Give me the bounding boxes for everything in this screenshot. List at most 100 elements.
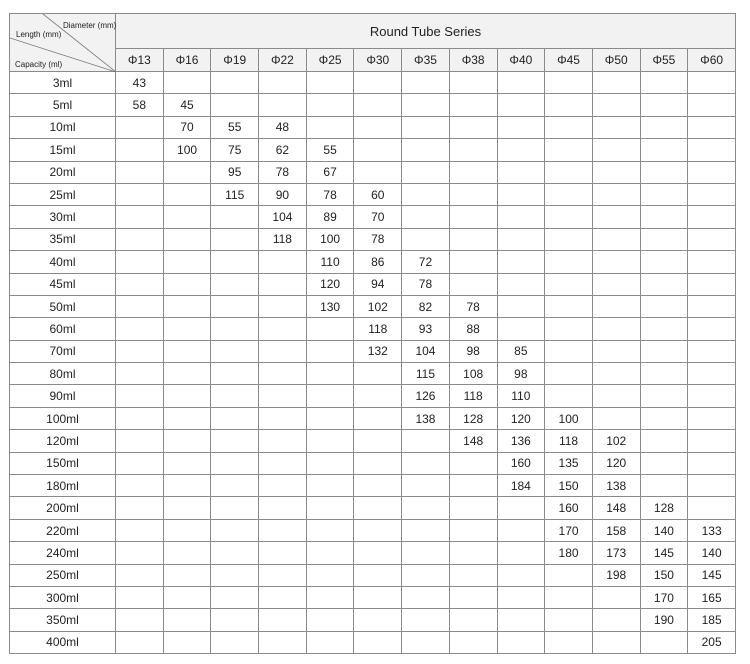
length-cell — [115, 518, 164, 543]
length-cell — [448, 160, 498, 184]
length-cell — [210, 608, 260, 632]
length-cell — [162, 317, 212, 341]
length-cell — [496, 182, 546, 207]
length-cell — [496, 227, 546, 252]
length-cell — [687, 294, 736, 319]
length-cell — [115, 339, 164, 364]
length-cell: 72 — [401, 250, 450, 274]
length-cell: 165 — [687, 585, 736, 610]
length-cell — [591, 227, 641, 252]
length-cell — [687, 496, 736, 520]
diameter-label: Diameter (mm) — [63, 21, 117, 30]
length-cell — [115, 317, 164, 341]
table-row: 30ml 104 89 70 — [9, 205, 736, 229]
length-cell — [305, 541, 355, 565]
length-cell — [115, 272, 164, 296]
length-cell — [687, 250, 736, 274]
length-cell — [639, 384, 689, 408]
length-cell: 100 — [162, 138, 212, 162]
length-cell: 148 — [448, 429, 498, 453]
length-cell: 75 — [210, 138, 260, 162]
length-cell — [639, 451, 689, 476]
length-cell — [687, 205, 736, 229]
length-cell — [162, 429, 212, 453]
length-cell: 148 — [591, 496, 641, 520]
length-cell — [115, 384, 164, 408]
table-row: 80ml 115 108 98 — [9, 362, 736, 386]
capacity-cell: 40ml — [9, 250, 116, 274]
table-row: 70ml 132 104 98 85 — [9, 339, 736, 364]
length-cell — [305, 474, 355, 498]
length-cell — [448, 115, 498, 140]
length-cell — [448, 451, 498, 476]
length-cell — [305, 563, 355, 587]
length-cell — [639, 115, 689, 140]
length-cell — [544, 384, 593, 408]
length-cell — [591, 317, 641, 341]
length-cell — [162, 250, 212, 274]
length-cell — [353, 362, 403, 386]
length-cell — [401, 563, 450, 587]
length-cell — [496, 272, 546, 296]
diameter-header: Φ38 — [448, 48, 498, 72]
length-cell: 98 — [496, 362, 546, 386]
length-cell — [305, 429, 355, 453]
length-cell: 78 — [401, 272, 450, 296]
length-cell: 145 — [639, 541, 689, 565]
length-cell: 120 — [496, 406, 546, 431]
length-cell — [353, 496, 403, 520]
diameter-header: Φ60 — [687, 48, 736, 72]
length-cell — [210, 362, 260, 386]
length-cell — [448, 608, 498, 632]
table-row: 240ml 180 173 145 140 — [9, 541, 736, 565]
diameter-header: Φ35 — [401, 48, 450, 72]
length-cell — [115, 406, 164, 431]
length-cell — [639, 362, 689, 386]
length-cell — [210, 406, 260, 431]
table-row: 150ml 160 135 120 — [9, 451, 736, 476]
length-cell — [210, 227, 260, 252]
length-cell — [687, 70, 736, 95]
capacity-cell: 60ml — [9, 317, 116, 341]
length-cell — [162, 70, 212, 95]
length-cell — [353, 541, 403, 565]
length-cell — [544, 205, 593, 229]
length-cell — [687, 272, 736, 296]
length-cell — [258, 496, 307, 520]
length-cell: 70 — [353, 205, 403, 229]
length-cell — [305, 608, 355, 632]
length-cell — [687, 138, 736, 162]
length-cell — [591, 182, 641, 207]
length-cell — [401, 518, 450, 543]
capacity-cell: 240ml — [9, 541, 116, 565]
length-cell — [591, 138, 641, 162]
length-cell — [353, 518, 403, 543]
length-cell: 130 — [305, 294, 355, 319]
diameter-header: Φ16 — [162, 48, 212, 72]
length-cell: 120 — [591, 451, 641, 476]
length-cell — [258, 294, 307, 319]
length-cell: 184 — [496, 474, 546, 498]
length-cell — [258, 317, 307, 341]
capacity-label: Capacity (ml) — [15, 60, 63, 69]
length-cell — [353, 451, 403, 476]
length-cell — [210, 541, 260, 565]
length-cell — [353, 630, 403, 655]
length-cell — [591, 608, 641, 632]
table-body: 3ml 43 5ml 58 45 10ml 70 55 48 15ml 100 75 62 55 20ml 9… — [9, 70, 736, 655]
length-cell — [687, 451, 736, 476]
length-cell: 115 — [210, 182, 260, 207]
capacity-cell: 250ml — [9, 563, 116, 587]
length-cell — [305, 362, 355, 386]
length-cell — [591, 362, 641, 386]
length-cell — [591, 160, 641, 184]
length-cell — [687, 227, 736, 252]
length-cell — [258, 518, 307, 543]
length-cell — [639, 227, 689, 252]
length-cell: 120 — [305, 272, 355, 296]
length-cell: 158 — [591, 518, 641, 543]
length-cell — [544, 182, 593, 207]
capacity-cell: 5ml — [9, 93, 116, 117]
length-cell — [115, 585, 164, 610]
length-cell — [162, 541, 212, 565]
